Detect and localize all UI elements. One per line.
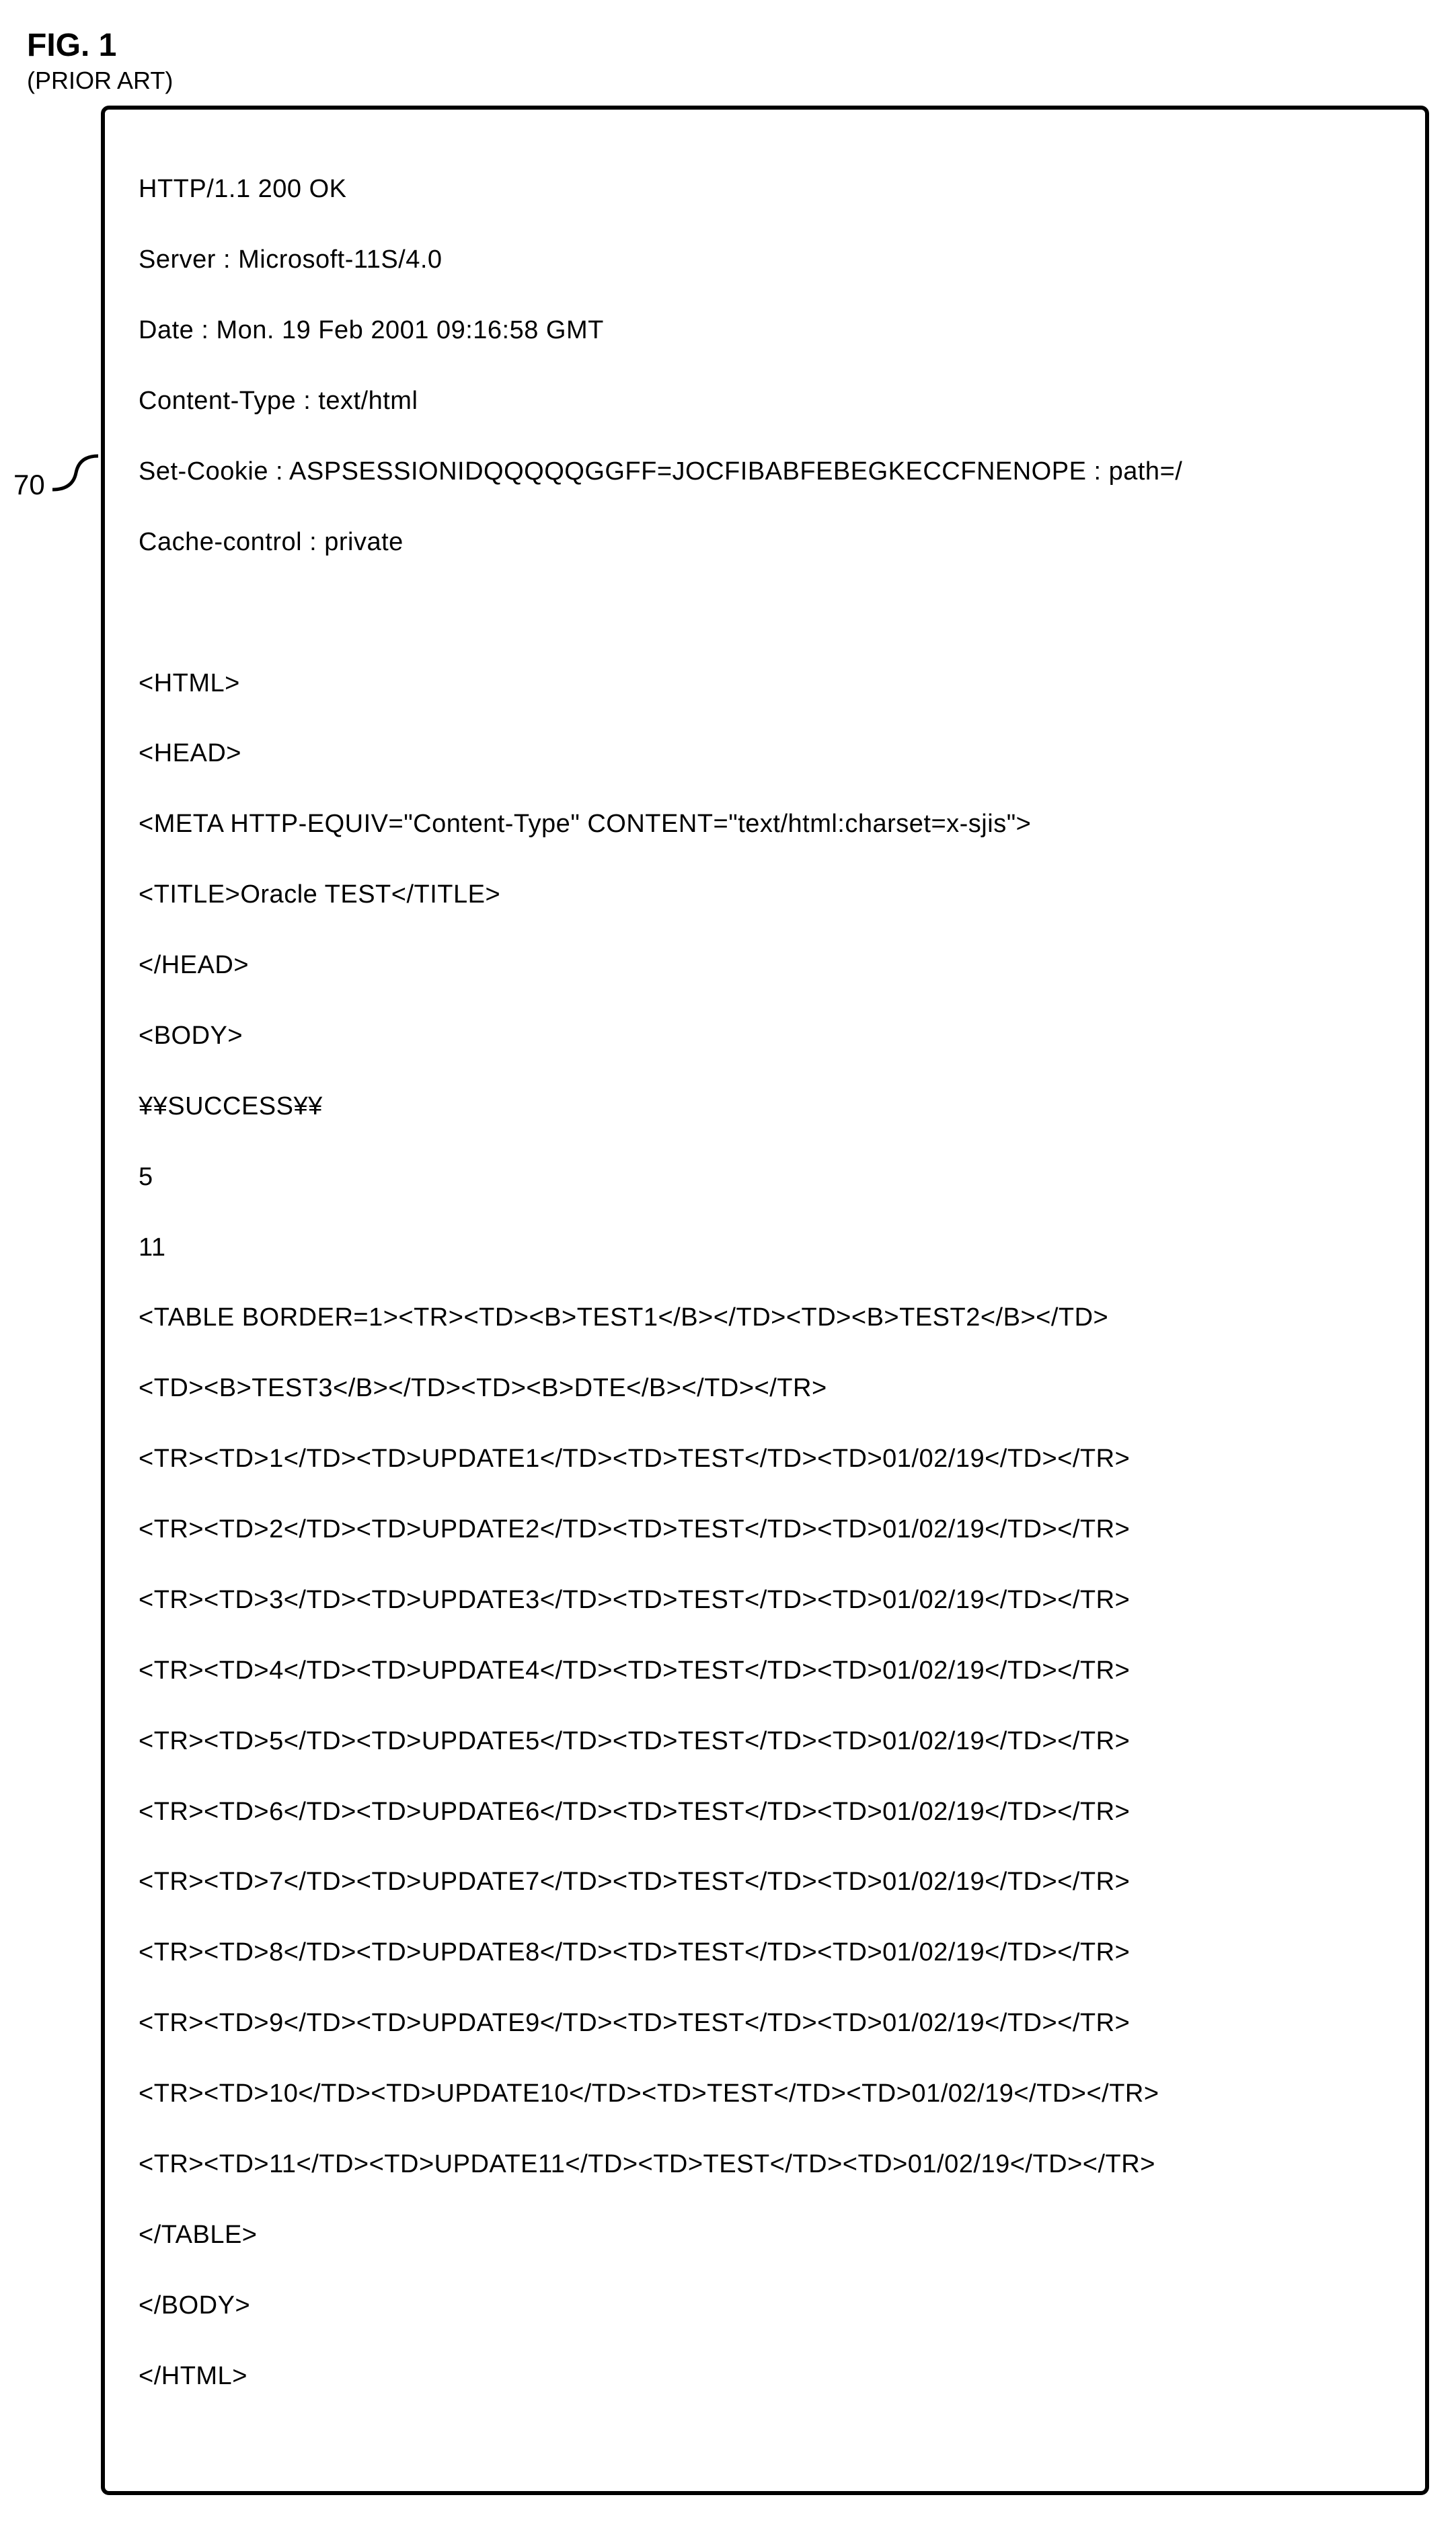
table-row: <TR><TD>3</TD><TD>UPDATE3</TD><TD>TEST</…	[139, 1582, 1391, 1617]
n11-line: 11	[139, 1230, 1391, 1265]
table-row: <TR><TD>4</TD><TD>UPDATE4</TD><TD>TEST</…	[139, 1653, 1391, 1688]
table-open: <TABLE BORDER=1><TR><TD><B>TEST1</B></TD…	[139, 1300, 1391, 1335]
code-box: HTTP/1.1 200 OK Server : Microsoft-11S/4…	[101, 106, 1429, 2495]
figure-wrapper: FIG. 1 (PRIOR ART) 70 HTTP/1.1 200 OK Se…	[27, 27, 1429, 2495]
title-line: <TITLE>Oracle TEST</TITLE>	[139, 877, 1391, 912]
http-status: HTTP/1.1 200 OK	[139, 171, 1391, 206]
table-row: <TR><TD>7</TD><TD>UPDATE7</TD><TD>TEST</…	[139, 1864, 1391, 1899]
header-row: <TD><B>TEST3</B></TD><TD><B>DTE</B></TD>…	[139, 1371, 1391, 1406]
table-row: <TR><TD>11</TD><TD>UPDATE11</TD><TD>TEST…	[139, 2147, 1391, 2182]
http-cache-control: Cache-control : private	[139, 525, 1391, 560]
table-row: <TR><TD>1</TD><TD>UPDATE1</TD><TD>TEST</…	[139, 1441, 1391, 1476]
blank-line	[139, 595, 1391, 630]
figure-sublabel: (PRIOR ART)	[27, 67, 1429, 95]
table-row: <TR><TD>6</TD><TD>UPDATE6</TD><TD>TEST</…	[139, 1794, 1391, 1829]
head-close: </HEAD>	[139, 948, 1391, 983]
figure-label: FIG. 1	[27, 27, 1429, 64]
html-open: <HTML>	[139, 666, 1391, 701]
callout-number: 70	[13, 469, 45, 501]
http-content-type: Content-Type : text/html	[139, 383, 1391, 418]
callout-hook	[52, 453, 100, 520]
http-set-cookie: Set-Cookie : ASPSESSIONIDQQQQQGGFF=JOCFI…	[139, 454, 1391, 489]
table-close: </TABLE>	[139, 2217, 1391, 2252]
head-open: <HEAD>	[139, 736, 1391, 771]
n5-line: 5	[139, 1159, 1391, 1194]
table-row: <TR><TD>9</TD><TD>UPDATE9</TD><TD>TEST</…	[139, 2005, 1391, 2040]
table-row: <TR><TD>5</TD><TD>UPDATE5</TD><TD>TEST</…	[139, 1724, 1391, 1759]
table-row: <TR><TD>10</TD><TD>UPDATE10</TD><TD>TEST…	[139, 2076, 1391, 2111]
body-close: </BODY>	[139, 2288, 1391, 2323]
http-server: Server : Microsoft-11S/4.0	[139, 242, 1391, 277]
html-close: </HTML>	[139, 2359, 1391, 2394]
table-row: <TR><TD>2</TD><TD>UPDATE2</TD><TD>TEST</…	[139, 1512, 1391, 1547]
meta-line: <META HTTP-EQUIV="Content-Type" CONTENT=…	[139, 806, 1391, 841]
http-date: Date : Mon. 19 Feb 2001 09:16:58 GMT	[139, 313, 1391, 348]
body-open: <BODY>	[139, 1018, 1391, 1053]
table-row: <TR><TD>8</TD><TD>UPDATE8</TD><TD>TEST</…	[139, 1935, 1391, 1970]
success-line: ¥¥SUCCESS¥¥	[139, 1089, 1391, 1124]
